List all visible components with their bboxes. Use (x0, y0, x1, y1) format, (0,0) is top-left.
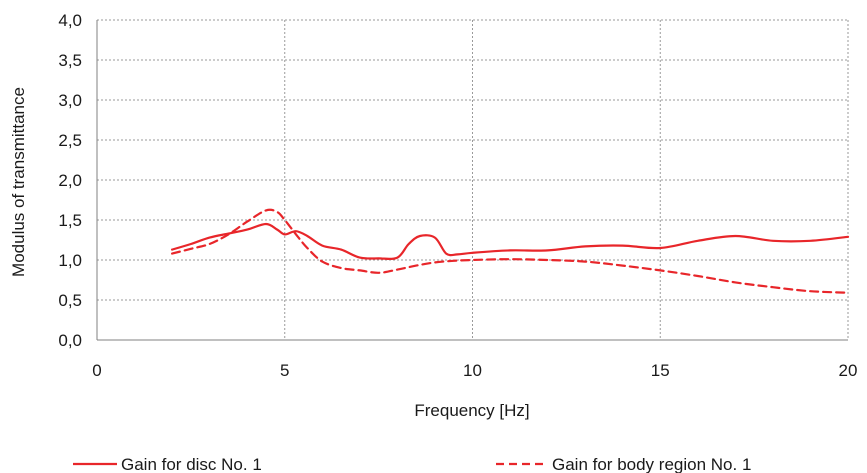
x-tick-label: 5 (280, 361, 289, 380)
series-lines (171, 208, 850, 294)
y-tick-label: 0,5 (58, 291, 82, 310)
legend-label-body-region: Gain for body region No. 1 (552, 455, 751, 473)
series-line-body-region (171, 208, 850, 294)
x-tick-label: 10 (463, 361, 482, 380)
y-tick-label: 2,0 (58, 171, 82, 190)
y-tick-label: 1,5 (58, 211, 82, 230)
x-axis-title: Frequency [Hz] (414, 401, 529, 420)
x-tick-label: 0 (92, 361, 101, 380)
axes (96, 20, 848, 341)
y-tick-label: 1,0 (58, 251, 82, 270)
legend: Gain for disc No. 1 Gain for body region… (73, 455, 751, 473)
series-line-disc (171, 222, 850, 261)
y-tick-label: 3,0 (58, 91, 82, 110)
x-tick-labels: 0 5 10 15 20 (92, 361, 857, 380)
legend-label-disc: Gain for disc No. 1 (121, 455, 262, 473)
x-tick-label: 15 (651, 361, 670, 380)
y-tick-label: 0,0 (58, 331, 82, 350)
y-tick-labels: 0,0 0,5 1,0 1,5 2,0 2,5 3,0 3,5 4,0 (58, 11, 82, 350)
y-tick-label: 2,5 (58, 131, 82, 150)
y-axis-title: Modulus of transmittance (9, 87, 28, 277)
grid (97, 19, 849, 340)
y-tick-label: 4,0 (58, 11, 82, 30)
x-tick-label: 20 (839, 361, 858, 380)
y-tick-label: 3,5 (58, 51, 82, 70)
